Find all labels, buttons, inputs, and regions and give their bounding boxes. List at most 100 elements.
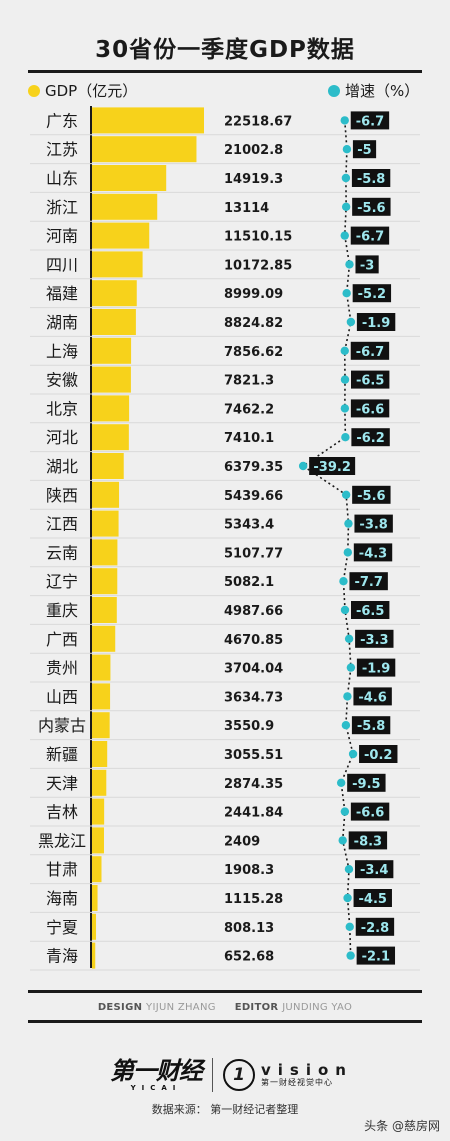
growth-label-bg: [347, 773, 386, 792]
legend-growth: 增速（%）: [328, 80, 419, 101]
gdp-value-label: 808.13: [224, 921, 274, 936]
growth-point: [336, 778, 346, 787]
gdp-value-label: 7462.2: [224, 402, 274, 417]
gdp-bar: [92, 568, 118, 595]
province-label: 浙江: [46, 198, 78, 217]
growth-label-bg: [350, 226, 390, 245]
growth-point: [344, 865, 354, 874]
growth-label-bg: [352, 485, 391, 504]
province-label: 青海: [46, 947, 78, 966]
growth-point: [341, 173, 351, 183]
growth-value-label: -6.5: [356, 604, 384, 619]
growth-label-bg: [354, 514, 393, 533]
province-label: 云南: [46, 543, 78, 562]
province-label: 甘肃: [46, 860, 78, 879]
province-label: 江西: [46, 515, 78, 534]
growth-point: [346, 317, 356, 327]
growth-value-label: -1.9: [362, 662, 390, 677]
growth-value-label: -5.2: [358, 287, 386, 302]
gdp-value-label: 8999.09: [224, 287, 283, 302]
growth-value-label: -6.7: [356, 345, 384, 360]
vision-logo-sub: 第一财经视觉中心: [261, 1077, 333, 1087]
growth-point: [344, 519, 353, 528]
growth-label-bg: [350, 341, 390, 360]
growth-value-label: -3.3: [360, 633, 388, 648]
gdp-bar: [92, 481, 120, 508]
gdp-value-label: 5107.77: [224, 546, 283, 561]
province-label: 安徽: [46, 371, 78, 390]
growth-value-label: -0.2: [364, 748, 392, 763]
province-label: 四川: [46, 255, 78, 274]
growth-value-label: -3.4: [360, 863, 388, 878]
province-label: 海南: [46, 889, 78, 908]
province-label: 山西: [46, 687, 78, 706]
gdp-bar: [92, 827, 104, 854]
growth-point: [338, 836, 347, 845]
vision-logo: 1 vision 第一财经视觉中心: [223, 1059, 353, 1091]
gdp-value-label: 10172.85: [224, 258, 292, 273]
gdp-value-label: 22518.67: [224, 114, 292, 129]
growth-label-bg: [353, 889, 392, 907]
growth-value-label: -6.5: [356, 374, 384, 389]
growth-point: [345, 260, 354, 269]
gdp-value-label: 4670.85: [224, 633, 283, 648]
gdp-value-label: 7410.1: [224, 431, 274, 446]
growth-label-bg: [351, 601, 390, 619]
gdp-bar: [92, 597, 117, 623]
gdp-bar: [92, 280, 137, 307]
growth-label-bg: [348, 831, 388, 850]
design-name: YIJUN ZHANG: [146, 1002, 216, 1013]
gdp-value-label: 8824.82: [224, 316, 283, 331]
gdp-value-label: 14919.3: [224, 172, 283, 187]
growth-value-label: -6.6: [356, 806, 384, 821]
growth-label-bg: [355, 629, 394, 648]
growth-point: [341, 490, 351, 499]
growth-label-bg: [353, 687, 392, 706]
growth-label-bg: [309, 457, 356, 475]
province-label: 湖南: [46, 313, 78, 332]
province-label: 宁夏: [46, 918, 78, 937]
province-label: 重庆: [46, 601, 78, 620]
gdp-value-label: 5439.66: [224, 489, 283, 504]
legend-gdp-dot: [28, 84, 40, 97]
growth-point: [346, 663, 356, 672]
growth-label-bg: [355, 255, 379, 274]
growth-point: [341, 721, 351, 730]
editor-name: JUNDING YAO: [282, 1002, 353, 1013]
growth-point: [298, 461, 308, 471]
gdp-bar: [92, 453, 124, 479]
growth-label-bg: [350, 111, 390, 130]
top-rule: [28, 70, 422, 73]
province-label: 山东: [46, 169, 78, 188]
gdp-bar: [92, 136, 197, 163]
growth-label-bg: [349, 572, 388, 591]
watermark: 头条 @慈房网: [364, 1119, 440, 1133]
chart-title: 30省份一季度GDP数据: [95, 37, 355, 63]
gdp-bar: [92, 683, 111, 710]
vision-logo-text: vision: [261, 1061, 353, 1080]
yicai-logo: 第一财经 YICAI: [110, 1056, 203, 1092]
gdp-value-label: 1908.3: [224, 863, 274, 878]
growth-label-bg: [353, 543, 393, 562]
province-label: 贵州: [46, 659, 78, 678]
growth-label-bg: [354, 860, 394, 879]
yicai-logo-text: 第一财经: [110, 1056, 203, 1085]
gdp-value-label: 1115.28: [224, 892, 283, 907]
province-label: 辽宁: [46, 572, 78, 591]
growth-point: [340, 404, 350, 413]
growth-value-label: -5: [357, 143, 371, 158]
province-label: 天津: [46, 774, 78, 793]
growth-point: [340, 807, 350, 816]
growth-label-bg: [356, 658, 396, 677]
gdp-bar: [92, 798, 105, 825]
gdp-bar: [92, 856, 102, 883]
growth-label-bg: [352, 197, 391, 216]
growth-value-label: -4.3: [359, 546, 387, 561]
gdp-value-label: 13114: [224, 201, 269, 216]
province-label: 吉林: [46, 803, 78, 822]
credits-top-rule: [28, 990, 422, 993]
gdp-value-label: 2409: [224, 834, 260, 849]
growth-point: [340, 116, 349, 125]
gdp-bar: [92, 337, 132, 364]
